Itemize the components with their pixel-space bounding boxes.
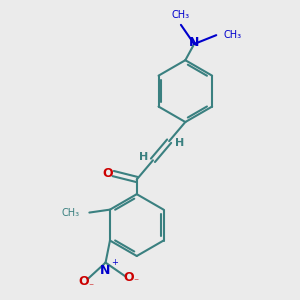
Text: O: O	[102, 167, 112, 180]
Text: N: N	[100, 264, 111, 277]
Text: +: +	[111, 257, 118, 266]
Text: H: H	[175, 138, 184, 148]
Text: ⁻: ⁻	[133, 277, 138, 287]
Text: ⁻: ⁻	[88, 282, 93, 292]
Text: CH₃: CH₃	[224, 30, 242, 40]
Text: CH₃: CH₃	[172, 11, 190, 20]
Text: N: N	[189, 36, 200, 49]
Text: O: O	[124, 271, 134, 284]
Text: O: O	[78, 275, 89, 288]
Text: CH₃: CH₃	[62, 208, 80, 218]
Text: H: H	[139, 152, 148, 162]
